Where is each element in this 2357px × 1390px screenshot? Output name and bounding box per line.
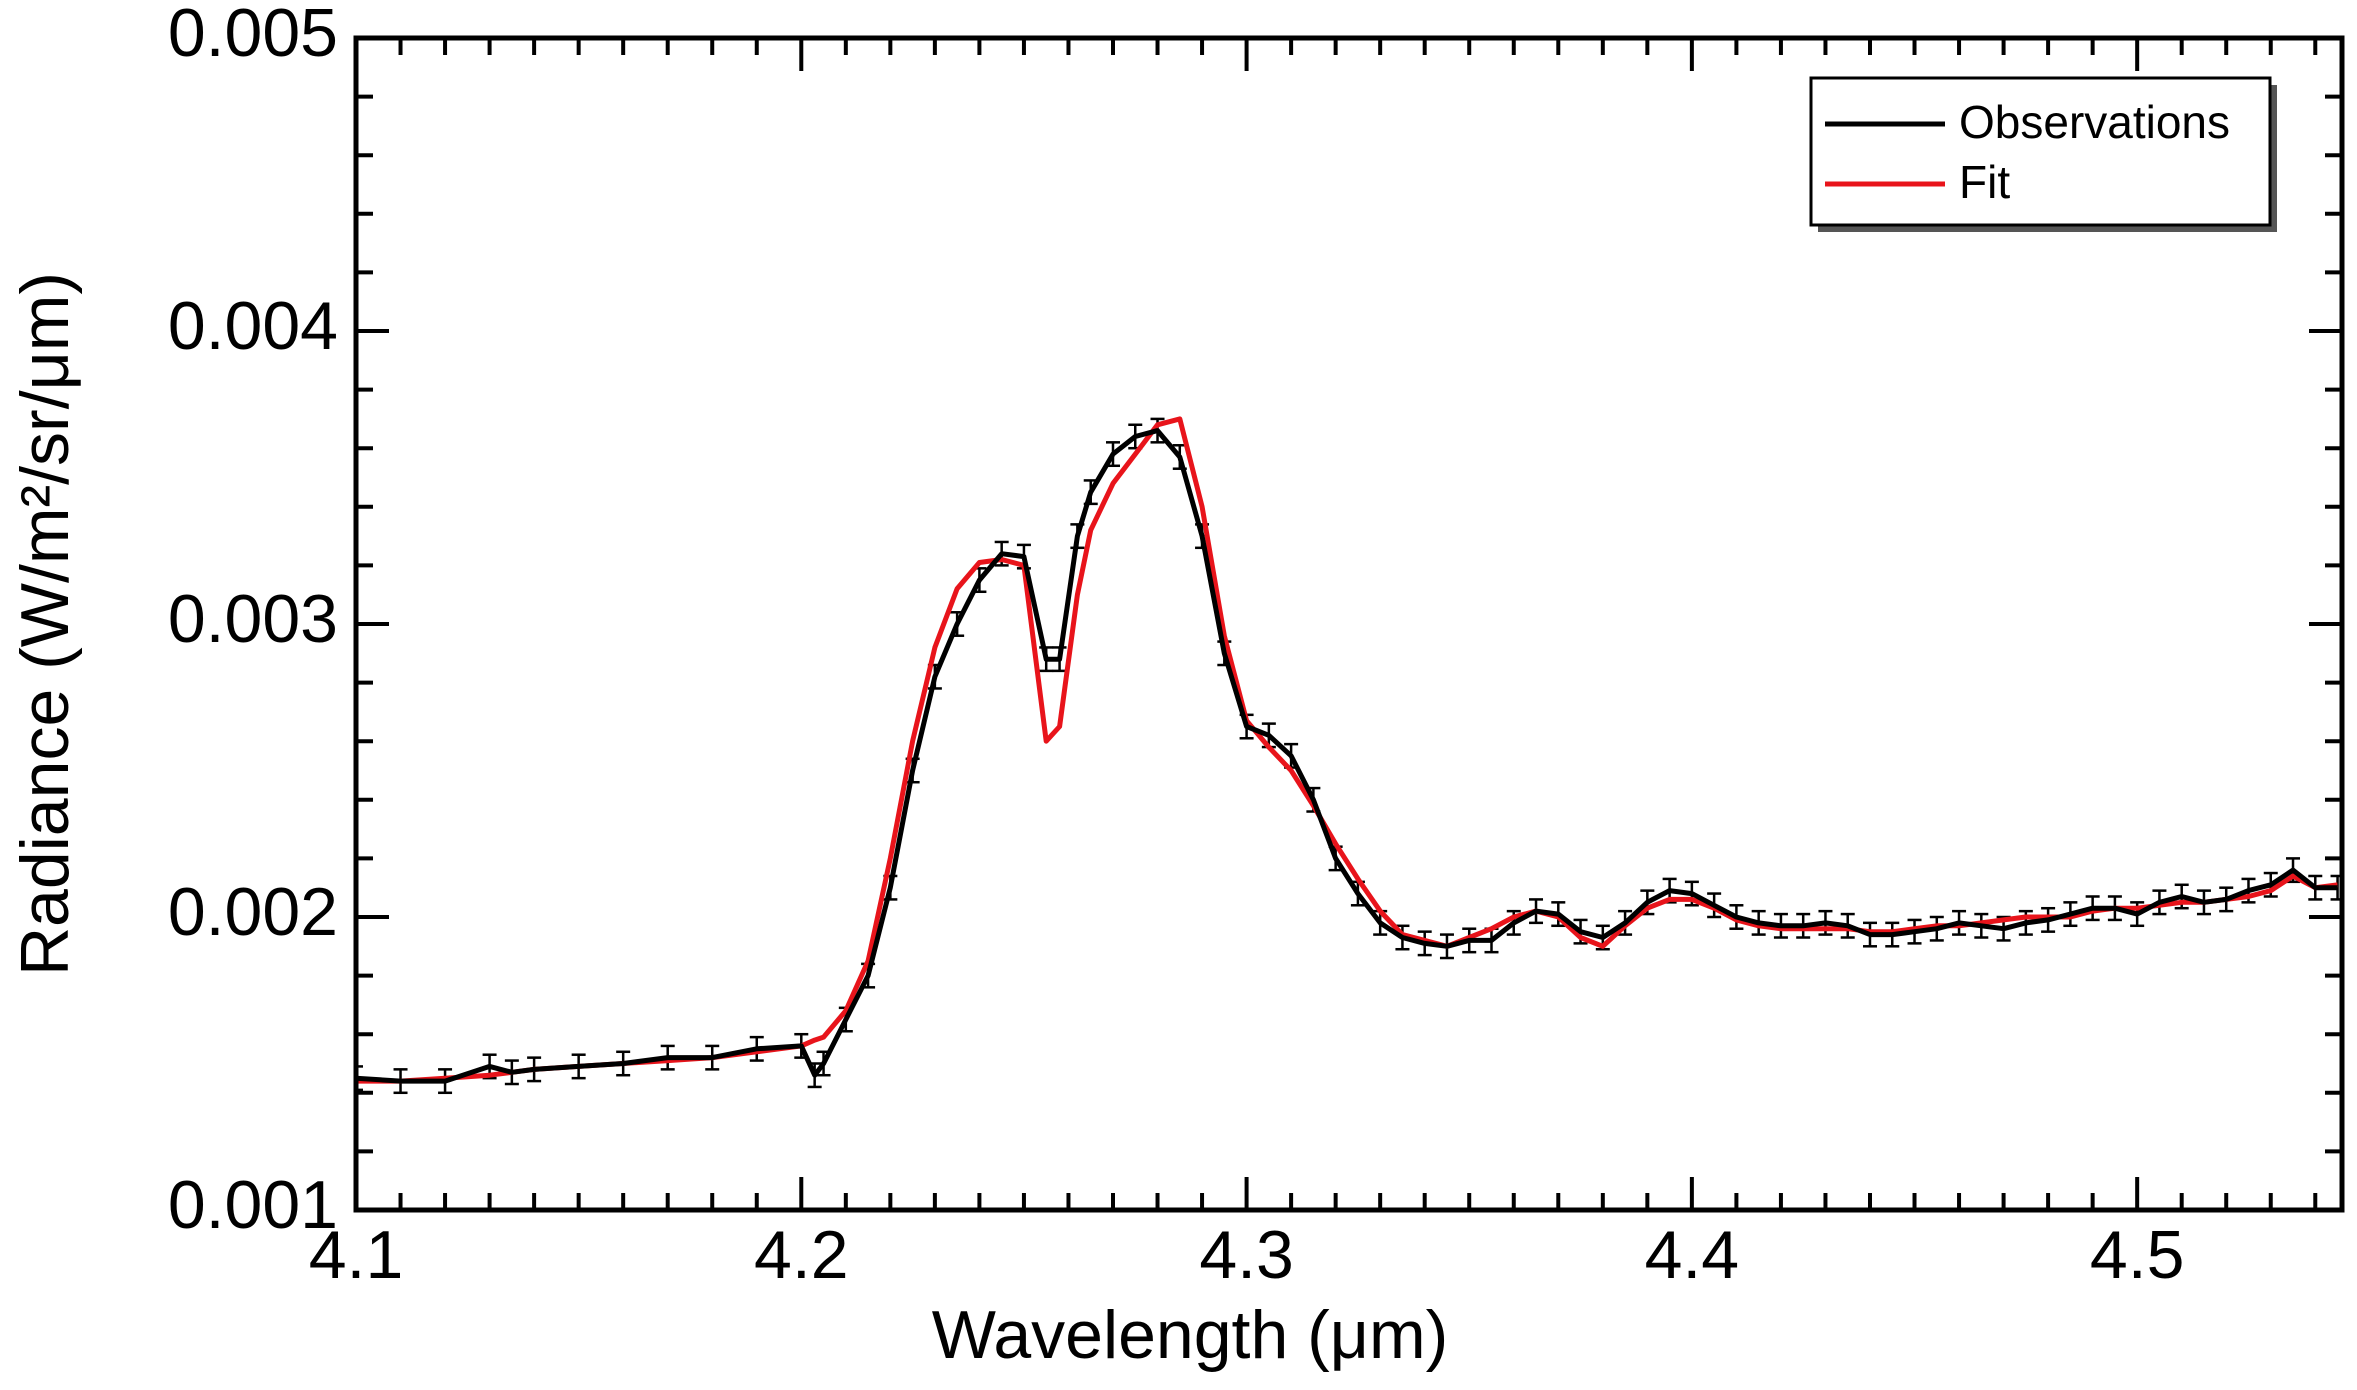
y-tick-label: 0.004	[168, 288, 338, 364]
y-tick-label: 0.003	[168, 581, 338, 657]
legend-label: Observations	[1959, 96, 2230, 148]
y-axis-label: Radiance (W/m²/sr/μm)	[7, 272, 83, 976]
y-tick-label: 0.002	[168, 874, 338, 950]
series-line	[356, 428, 2338, 1084]
error-bar	[2330, 874, 2342, 901]
x-axis-label: Wavelength (μm)	[932, 1297, 1449, 1373]
y-tick-label: 0.001	[168, 1167, 338, 1243]
x-tick-label: 4.5	[2090, 1217, 2185, 1293]
x-tick-label: 4.3	[1199, 1217, 1294, 1293]
plot-frame	[353, 35, 2345, 1213]
legend-box	[1809, 76, 2272, 227]
legend-label: Fit	[1959, 156, 2010, 208]
series-line	[356, 416, 2338, 1084]
error-bar	[356, 1065, 363, 1092]
x-tick-label: 4.4	[1645, 1217, 1740, 1293]
x-tick-label: 4.2	[754, 1217, 849, 1293]
x-tick-label: 4.1	[309, 1217, 404, 1293]
y-tick-label: 0.005	[168, 0, 338, 71]
